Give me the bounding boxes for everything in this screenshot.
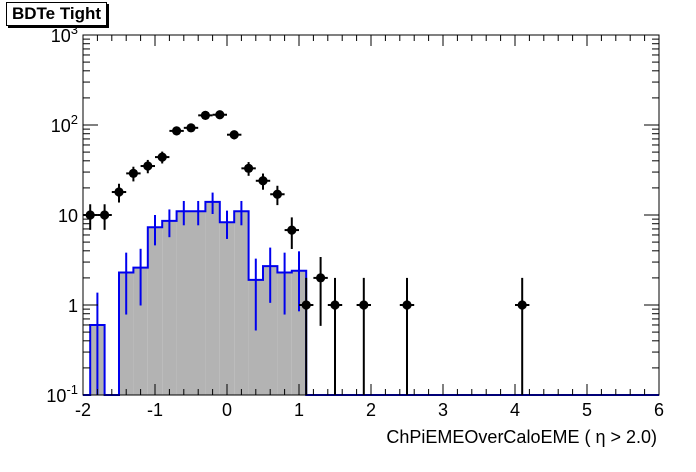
x-tick-label: 5 bbox=[582, 400, 592, 420]
x-tick-label: 3 bbox=[438, 400, 448, 420]
histogram-bar bbox=[133, 267, 148, 395]
data-point bbox=[517, 300, 527, 310]
data-point bbox=[215, 110, 225, 120]
y-tick-label: 10 bbox=[58, 206, 78, 226]
data-point bbox=[100, 210, 110, 220]
histogram-bar bbox=[219, 222, 235, 395]
histogram-bar bbox=[291, 270, 307, 395]
data-point bbox=[157, 152, 167, 162]
y-tick-label: 103 bbox=[51, 22, 78, 46]
x-tick-label: 4 bbox=[510, 400, 520, 420]
histogram-bar bbox=[147, 227, 163, 395]
mc-histogram bbox=[83, 192, 659, 396]
data-point bbox=[316, 273, 326, 283]
data-point bbox=[200, 110, 210, 120]
x-axis-label: ChPiEMEOverCaloEME ( η > 2.0) bbox=[386, 427, 657, 447]
x-tick-label: -1 bbox=[147, 400, 163, 420]
data-point bbox=[229, 130, 239, 140]
data-point bbox=[402, 300, 412, 310]
y-tick-label: 1 bbox=[68, 296, 78, 316]
y-tick-label: 102 bbox=[51, 112, 78, 136]
x-tick-label: 2 bbox=[366, 400, 376, 420]
x-tick-label: -2 bbox=[75, 400, 91, 420]
x-tick-label: 1 bbox=[294, 400, 304, 420]
data-point bbox=[258, 176, 268, 186]
data-point bbox=[330, 300, 340, 310]
chart-title: BDTe Tight bbox=[6, 2, 108, 26]
histogram-bar bbox=[205, 201, 220, 395]
data-point bbox=[128, 168, 138, 178]
histogram-bar bbox=[248, 279, 263, 395]
histogram-bar bbox=[277, 272, 292, 395]
histogram-bar bbox=[263, 266, 278, 395]
data-point bbox=[359, 300, 369, 310]
data-point bbox=[301, 300, 311, 310]
data-point bbox=[272, 189, 282, 199]
data-points bbox=[83, 110, 530, 395]
x-tick-label: 0 bbox=[222, 400, 232, 420]
data-point bbox=[287, 225, 297, 235]
y-tick-label: 10-1 bbox=[46, 382, 78, 406]
data-point bbox=[186, 123, 196, 133]
histogram-bar bbox=[176, 211, 191, 395]
data-point bbox=[114, 187, 124, 197]
histogram-bar bbox=[162, 220, 177, 395]
data-point bbox=[244, 163, 254, 173]
histogram-bar bbox=[234, 211, 249, 395]
histogram-bar bbox=[191, 211, 206, 395]
histogram-outline bbox=[83, 200, 659, 396]
x-tick-label: 6 bbox=[654, 400, 664, 420]
axes: -2 -1 0 1 2 3 4 5 6 10-1 1 10 102 103 bbox=[46, 22, 664, 420]
histogram-bar bbox=[119, 272, 134, 395]
data-point bbox=[143, 161, 153, 171]
data-point bbox=[172, 126, 182, 136]
